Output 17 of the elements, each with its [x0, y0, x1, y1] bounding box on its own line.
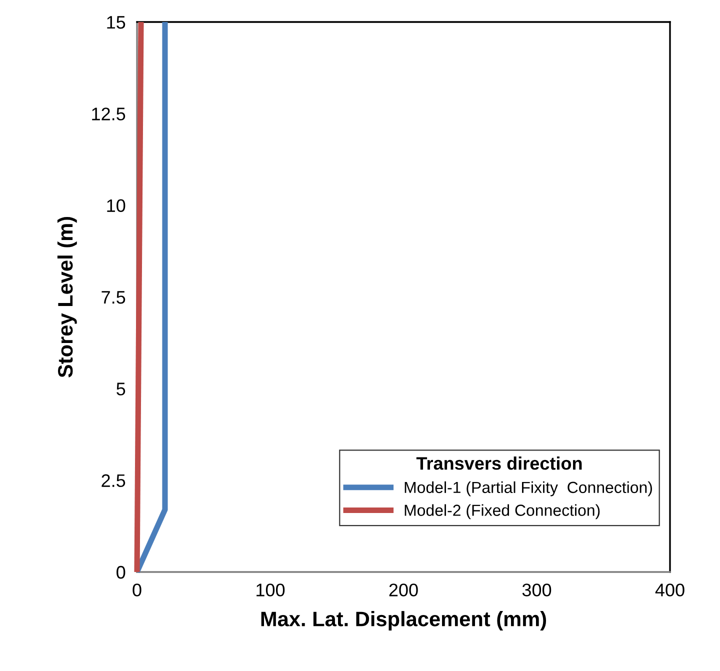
- x-tick-label: 100: [256, 584, 285, 596]
- x-axis-title: Max. Lat. Displacement (mm): [261, 611, 546, 630]
- y-tick-label: 7.5: [102, 291, 126, 304]
- legend-label: Model-2 (Fixed Connection): [404, 504, 600, 520]
- y-tick-label: 10: [107, 199, 126, 212]
- y-tick-label: 5: [116, 382, 126, 396]
- y-tick-label: 12.5: [92, 108, 126, 120]
- y-tick-label: 0: [116, 566, 126, 579]
- x-tick-label: 400: [655, 584, 684, 596]
- y-tick-label: 15: [107, 16, 126, 29]
- x-tick-label: 200: [389, 584, 418, 596]
- y-axis-title: Storey Level (m): [57, 216, 77, 378]
- x-tick-label: 0: [132, 584, 142, 596]
- legend-title: Transvers direction: [416, 456, 582, 470]
- x-tick-label: 300: [522, 584, 552, 596]
- legend-label: Model-1 (Partial Fixity Connection): [404, 481, 652, 496]
- y-tick-label: 2.5: [102, 474, 126, 488]
